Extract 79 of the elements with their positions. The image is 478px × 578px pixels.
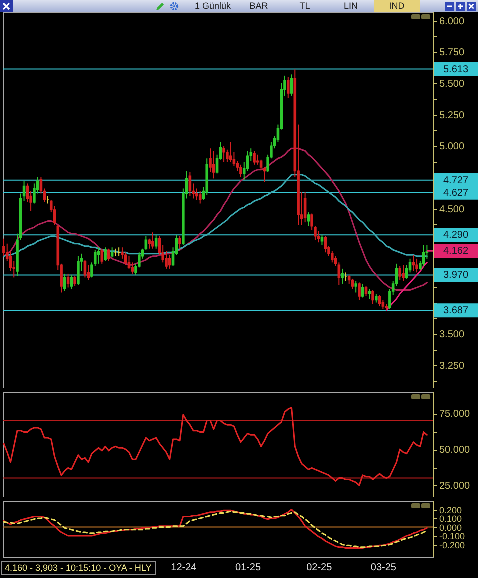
candlestick bbox=[100, 248, 104, 264]
candlestick bbox=[320, 234, 324, 246]
line-series bbox=[3, 407, 428, 486]
candlestick bbox=[368, 288, 372, 300]
candlestick bbox=[110, 247, 114, 258]
y-tick-label: 3.250 bbox=[440, 360, 465, 372]
candlestick bbox=[84, 260, 87, 278]
candlestick bbox=[422, 244, 426, 267]
candlestick bbox=[317, 230, 320, 244]
y-tick-label: 3.500 bbox=[440, 330, 465, 341]
y-tick-label: 0.000 bbox=[440, 522, 462, 533]
candlestick bbox=[304, 192, 307, 224]
candlestick bbox=[152, 232, 154, 250]
candlestick bbox=[229, 142, 232, 163]
candlestick bbox=[97, 247, 100, 264]
candlestick bbox=[354, 280, 358, 294]
candlestick bbox=[358, 282, 361, 301]
text: IND bbox=[374, 0, 420, 12]
candlestick bbox=[77, 256, 80, 286]
y-tick-label: 0.200 bbox=[440, 505, 462, 516]
y-tick-label: 75.000 bbox=[440, 409, 471, 420]
candlestick bbox=[378, 294, 382, 308]
y-tick-label: 5.750 bbox=[440, 48, 465, 59]
candlestick bbox=[324, 236, 328, 254]
ref-line-label: 3.687 bbox=[443, 306, 469, 317]
candlestick bbox=[198, 190, 202, 204]
ref-line-label: 4.290 bbox=[443, 230, 469, 242]
candlestick bbox=[416, 258, 418, 274]
y-tick-label: 25.000 bbox=[440, 480, 471, 492]
candlestick bbox=[307, 212, 310, 227]
candlestick bbox=[256, 154, 260, 166]
candlestick bbox=[108, 248, 110, 262]
candlestick bbox=[351, 278, 354, 290]
candlestick bbox=[286, 76, 290, 99]
x-tick-label: 03-25 bbox=[370, 562, 397, 574]
candlestick bbox=[341, 268, 344, 284]
y-tick-label: -0.100 bbox=[440, 532, 466, 542]
candlestick bbox=[222, 146, 226, 163]
x-tick-label: 12-24 bbox=[171, 562, 198, 574]
ref-line-label: 3.970 bbox=[443, 270, 469, 282]
candlestick bbox=[74, 276, 76, 287]
line-series bbox=[386, 262, 428, 312]
x-tick-label: 01-25 bbox=[235, 562, 262, 574]
ref-line-label: 4.627 bbox=[443, 188, 469, 199]
ref-line-label: 5.613 bbox=[443, 64, 469, 76]
text: LIN bbox=[342, 0, 359, 12]
candlestick bbox=[372, 290, 374, 305]
y-tick-label: 6.000 bbox=[440, 16, 465, 28]
text: 4.160 - 3,903 - 10:15:10 - OYA - HLY bbox=[1, 561, 156, 575]
y-tick-label: -0.200 bbox=[440, 540, 466, 550]
y-tick-label: 0.100 bbox=[440, 514, 462, 524]
text: 1 Günlük bbox=[194, 0, 232, 12]
candlestick bbox=[364, 286, 368, 298]
candlestick bbox=[66, 273, 70, 288]
candlestick bbox=[330, 250, 334, 264]
y-tick-label: 50.000 bbox=[440, 445, 471, 456]
candlestick bbox=[212, 150, 216, 180]
candlestick bbox=[290, 74, 294, 96]
candlestick bbox=[253, 150, 256, 166]
candlestick bbox=[361, 283, 364, 298]
candlestick bbox=[240, 164, 242, 178]
candlestick bbox=[398, 266, 402, 281]
y-tick-label: 5.500 bbox=[440, 78, 465, 90]
candlestick bbox=[154, 234, 158, 250]
y-tick-label: 5.250 bbox=[440, 110, 465, 122]
candlestick bbox=[64, 273, 66, 292]
candlestick bbox=[178, 236, 182, 250]
ref-line-label: 4.727 bbox=[443, 175, 469, 186]
candlestick bbox=[402, 264, 405, 282]
line-series bbox=[3, 148, 428, 291]
text: BAR bbox=[248, 0, 270, 12]
y-tick-label: 4.500 bbox=[440, 204, 465, 216]
candlestick bbox=[168, 254, 172, 270]
candlestick bbox=[70, 274, 74, 290]
candlestick bbox=[104, 247, 107, 262]
annotation: 4.162 bbox=[443, 246, 469, 258]
text: TL bbox=[298, 0, 312, 12]
x-tick-label: 02-25 bbox=[306, 562, 333, 574]
y-tick-label: 5.000 bbox=[440, 142, 465, 153]
